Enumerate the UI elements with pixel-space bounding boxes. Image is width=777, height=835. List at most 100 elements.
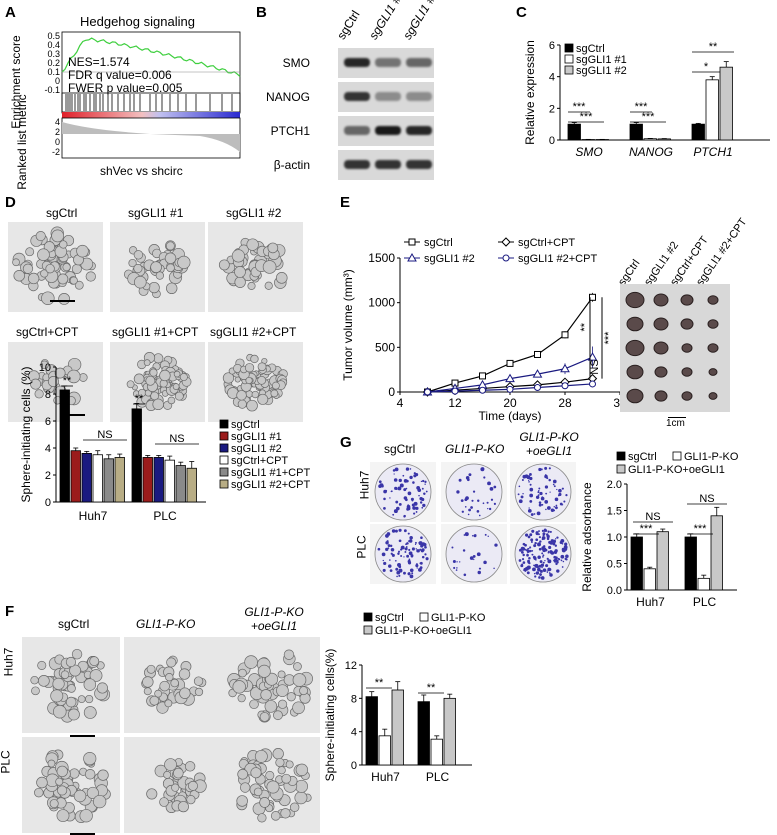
colony (406, 506, 411, 511)
blot-row-label: NANOG (265, 90, 310, 104)
colony (402, 474, 405, 477)
colony (533, 564, 535, 567)
chart-f-legend-swatch (363, 625, 373, 635)
cell-sphere (292, 673, 307, 687)
cell-sphere (294, 791, 308, 805)
colony (473, 558, 475, 561)
cell-sphere (239, 782, 251, 793)
chart-g-group-label: Huh7 (636, 595, 665, 609)
colony (403, 529, 407, 533)
colony (529, 473, 532, 476)
cell-sphere (271, 381, 280, 390)
colony (403, 478, 408, 483)
colony (415, 563, 418, 566)
cell-sphere (65, 696, 77, 708)
colony (552, 539, 557, 544)
colony (530, 541, 533, 543)
sphere-photo-f-image (34, 749, 111, 823)
colony (416, 486, 421, 490)
chart-c-ytick-label: 6 (549, 40, 555, 52)
chart-g-legend-label: sgCtrl (628, 451, 657, 463)
cell-sphere (150, 261, 162, 273)
photo-col-label-f: GLI1-P-KO (136, 617, 196, 631)
chart-f-group-label: PLC (426, 770, 450, 784)
colony (394, 467, 399, 472)
gsea-fwer: FWER p value=0.005 (68, 81, 183, 95)
colony (547, 551, 550, 554)
colony (470, 506, 473, 509)
colony (538, 501, 542, 504)
cell-sphere (36, 776, 48, 789)
scale-bar (668, 417, 686, 418)
chart-g-bar (710, 515, 723, 591)
tumor (653, 341, 669, 355)
chart-e-point (561, 331, 569, 339)
gsea-ticks-bottom: 420-2 (52, 117, 60, 157)
chart-e-ytick-label: 1500 (368, 251, 395, 265)
chart-g-legend-label: GLI1-P-KO (684, 451, 739, 463)
colony (424, 553, 427, 556)
colony (397, 486, 402, 491)
chart-d-bar (186, 467, 197, 503)
colony (520, 547, 525, 551)
colony (550, 508, 555, 512)
colony (416, 549, 420, 553)
photo-label-d-top: sgGLI1 #1 (128, 206, 184, 220)
colony (385, 541, 389, 545)
colony (391, 553, 395, 557)
colony (520, 495, 524, 499)
cell-sphere (50, 689, 64, 703)
cell-sphere (133, 373, 145, 385)
chart-e-legend-label: sgGLI1 #2 (424, 253, 475, 265)
cell-sphere (56, 809, 70, 823)
colony (526, 553, 529, 556)
colony (421, 555, 425, 559)
colony (539, 573, 542, 576)
colony (411, 547, 415, 551)
colony (379, 483, 384, 488)
tumor (707, 319, 719, 329)
colony (521, 478, 524, 481)
colony (528, 556, 531, 560)
colony (546, 534, 550, 539)
gsea-ylabel-top-text: Enrichment score (9, 35, 23, 129)
chart-d-bar (131, 408, 142, 503)
gsea-ticks-top: 0.50.40.30.20.10-0.1 (44, 31, 60, 95)
colony (542, 555, 544, 558)
colony (545, 508, 547, 511)
colony (538, 576, 541, 579)
colony (464, 532, 469, 537)
sphere-photo-d-image (12, 226, 96, 305)
chart-f: 0 4 8 12 Sphere-initiating cells(%) Huh7 PLC sg… (323, 612, 486, 784)
cell-sphere (164, 252, 177, 264)
cell-sphere (236, 390, 247, 401)
cell-sphere (96, 682, 108, 694)
colony (538, 547, 542, 551)
colony (535, 571, 540, 575)
cell-sphere (126, 380, 135, 389)
cell-sphere (251, 390, 260, 399)
colony (398, 478, 402, 483)
colony (547, 567, 551, 572)
colony-plate (370, 524, 436, 584)
sphere-photo-d (208, 222, 303, 312)
cell-sphere (51, 229, 65, 243)
cell-sphere (286, 692, 296, 702)
chart-e-ytick-label: 1000 (368, 296, 395, 310)
chart-f-sig-label: ** (427, 682, 436, 694)
cell-sphere (148, 281, 160, 294)
colony (549, 491, 551, 493)
cell-sphere (79, 809, 93, 823)
cell-sphere (69, 664, 82, 677)
cell-sphere (22, 263, 34, 274)
colony (482, 502, 485, 505)
colony (529, 533, 533, 537)
colony (536, 566, 539, 569)
chart-g-ytick-label: 0.0 (607, 585, 622, 597)
colony (519, 500, 522, 503)
chart-g-sig-label: *** (694, 523, 708, 535)
chart-d-legend-label: sgCtrl+CPT (231, 455, 288, 467)
panel-label-c: C (516, 4, 527, 21)
colony (522, 542, 526, 546)
colony (398, 574, 401, 577)
